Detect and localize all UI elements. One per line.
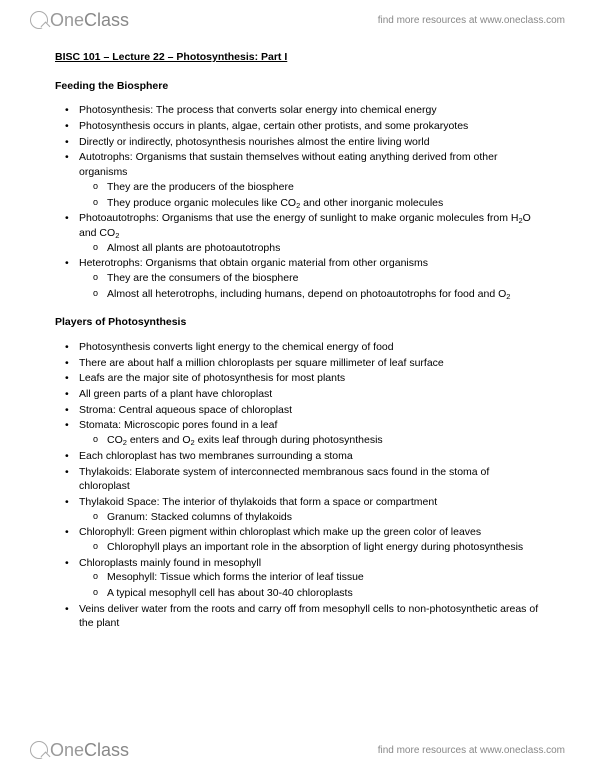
logo-icon bbox=[30, 11, 48, 29]
sub-list-item: They produce organic molecules like CO2 … bbox=[107, 196, 540, 211]
sub-list-item: Almost all plants are photoautotrophs bbox=[107, 241, 540, 256]
list-item: Autotrophs: Organisms that sustain thems… bbox=[79, 150, 540, 210]
sub-list: CO2 enters and O2 exits leaf through dur… bbox=[79, 433, 540, 448]
list-item: Thylakoid Space: The interior of thylako… bbox=[79, 495, 540, 524]
sub-list-item: Almost all heterotrophs, including human… bbox=[107, 287, 540, 302]
section-1-list: Photosynthesis: The process that convert… bbox=[55, 103, 540, 301]
list-item: Stroma: Central aqueous space of chlorop… bbox=[79, 403, 540, 418]
sub-list-item: Mesophyll: Tissue which forms the interi… bbox=[107, 570, 540, 585]
header: OneClass find more resources at www.onec… bbox=[0, 0, 595, 40]
list-item: Thylakoids: Elaborate system of intercon… bbox=[79, 465, 540, 494]
sub-list-item: They are the producers of the biosphere bbox=[107, 180, 540, 195]
footer-logo-icon bbox=[30, 741, 48, 759]
list-item: Heterotrophs: Organisms that obtain orga… bbox=[79, 256, 540, 301]
section-heading-2: Players of Photosynthesis bbox=[55, 315, 540, 330]
footer-logo-text-class: Class bbox=[84, 740, 129, 761]
sub-list: They are the consumers of the biosphereA… bbox=[79, 271, 540, 301]
list-item: Veins deliver water from the roots and c… bbox=[79, 602, 540, 631]
sub-list: Almost all plants are photoautotrophs bbox=[79, 241, 540, 256]
list-item: Photosynthesis occurs in plants, algae, … bbox=[79, 119, 540, 134]
sub-list: Mesophyll: Tissue which forms the interi… bbox=[79, 570, 540, 600]
logo-text-class: Class bbox=[84, 10, 129, 31]
sub-list: Chlorophyll plays an important role in t… bbox=[79, 540, 540, 555]
document-content: BISC 101 – Lecture 22 – Photosynthesis: … bbox=[0, 40, 595, 695]
list-item: Photoautotrophs: Organisms that use the … bbox=[79, 211, 540, 255]
list-item: Photosynthesis converts light energy to … bbox=[79, 340, 540, 355]
sub-list-item: Granum: Stacked columns of thylakoids bbox=[107, 510, 540, 525]
list-item: All green parts of a plant have chloropl… bbox=[79, 387, 540, 402]
section-2-list: Photosynthesis converts light energy to … bbox=[55, 340, 540, 631]
section-heading-1: Feeding the Biosphere bbox=[55, 79, 540, 94]
footer-logo: OneClass bbox=[30, 740, 129, 761]
list-item: Photosynthesis: The process that convert… bbox=[79, 103, 540, 118]
list-item: Chlorophyll: Green pigment within chloro… bbox=[79, 525, 540, 554]
sub-list-item: CO2 enters and O2 exits leaf through dur… bbox=[107, 433, 540, 448]
sub-list-item: They are the consumers of the biosphere bbox=[107, 271, 540, 286]
list-item: There are about half a million chloropla… bbox=[79, 356, 540, 371]
list-item: Stomata: Microscopic pores found in a le… bbox=[79, 418, 540, 447]
footer: OneClass find more resources at www.onec… bbox=[0, 730, 595, 770]
sub-list-item: A typical mesophyll cell has about 30-40… bbox=[107, 586, 540, 601]
logo-text-one: One bbox=[50, 10, 84, 31]
sub-list: Granum: Stacked columns of thylakoids bbox=[79, 510, 540, 525]
footer-tagline: find more resources at www.oneclass.com bbox=[378, 745, 565, 756]
list-item: Directly or indirectly, photosynthesis n… bbox=[79, 135, 540, 150]
document-title: BISC 101 – Lecture 22 – Photosynthesis: … bbox=[55, 50, 540, 65]
sub-list-item: Chlorophyll plays an important role in t… bbox=[107, 540, 540, 555]
footer-logo-text-one: One bbox=[50, 740, 84, 761]
list-item: Leafs are the major site of photosynthes… bbox=[79, 371, 540, 386]
list-item: Each chloroplast has two membranes surro… bbox=[79, 449, 540, 464]
header-tagline: find more resources at www.oneclass.com bbox=[378, 15, 565, 26]
sub-list: They are the producers of the biosphereT… bbox=[79, 180, 540, 210]
list-item: Chloroplasts mainly found in mesophyllMe… bbox=[79, 556, 540, 601]
logo: OneClass bbox=[30, 10, 129, 31]
